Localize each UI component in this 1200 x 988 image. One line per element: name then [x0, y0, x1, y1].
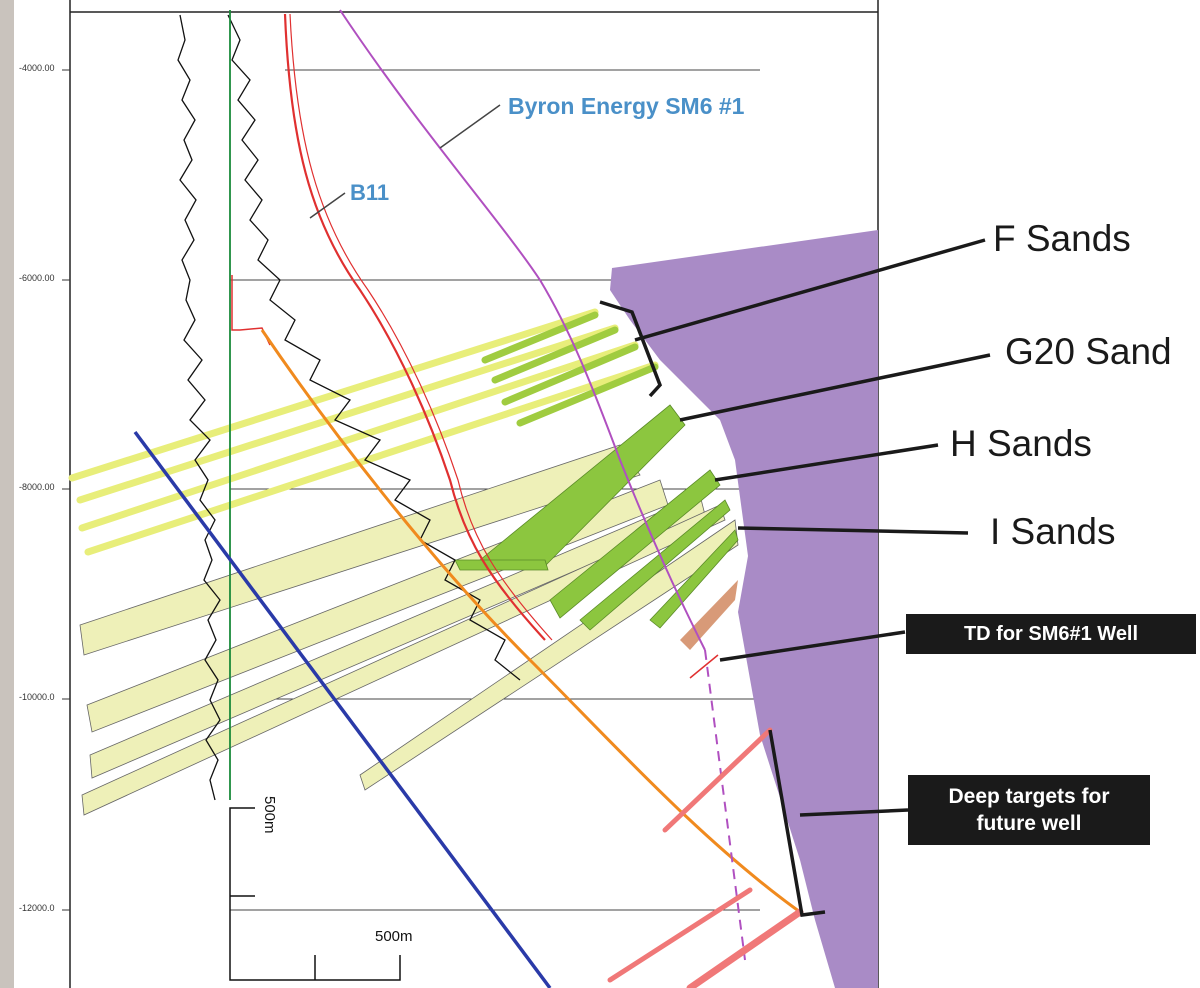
callout-g20-sand: G20 Sand: [1005, 331, 1172, 372]
td-note-text: TD for SM6#1 Well: [963, 623, 1139, 645]
well-b11-trajectory-2: [289, 13, 553, 641]
fault-blue: [133, 430, 552, 988]
green-sand-blocks: [454, 404, 739, 631]
well-log-center: [227, 14, 521, 681]
yellow-sand-lines: [68, 308, 659, 556]
well-log-left: [177, 14, 221, 801]
depth-ruler-strip: [0, 0, 14, 988]
salt-body: [610, 230, 878, 988]
deep-targets-line2: future well: [976, 812, 1082, 835]
td-note-box: TD for SM6#1 Well: [906, 614, 1196, 654]
well-sm6-trajectory: [339, 9, 706, 651]
scale-bars: [229, 807, 401, 981]
deep-target-segments: [607, 727, 804, 988]
well-label-b11: B11: [350, 180, 390, 205]
scale-horizontal-label: 500m: [375, 928, 413, 945]
deep-targets-line1: Deep targets for: [948, 785, 1110, 808]
scale-vertical-label: 500m: [261, 796, 278, 834]
callout-i-sands: I Sands: [990, 511, 1116, 552]
leader-lines: [599, 238, 991, 917]
well-label-sm6: Byron Energy SM6 #1: [508, 93, 745, 119]
depth-tick-label: -4000.00: [19, 63, 55, 73]
callout-h-sands: H Sands: [950, 423, 1092, 464]
depth-tick-label: -12000.0: [19, 903, 55, 913]
well-b11-trajectory: [283, 13, 546, 641]
callout-f-sands: F Sands: [993, 218, 1131, 259]
td-marker: [689, 654, 719, 679]
well-sm6-planned: [704, 649, 746, 961]
depth-tick-label: -6000.00: [19, 273, 55, 283]
well-label-leaders: [309, 104, 501, 219]
depth-tick-marks: [62, 69, 70, 911]
depth-tick-label: -10000.0: [19, 692, 55, 702]
orange-sand: [680, 580, 738, 650]
deep-targets-box: Deep targets for future well: [908, 775, 1150, 845]
pale-sand-bands: [79, 444, 739, 816]
well-orange-trajectory: [260, 329, 801, 914]
depth-tick-label: -8000.00: [19, 482, 55, 492]
green-sand-overlay: [481, 311, 659, 427]
